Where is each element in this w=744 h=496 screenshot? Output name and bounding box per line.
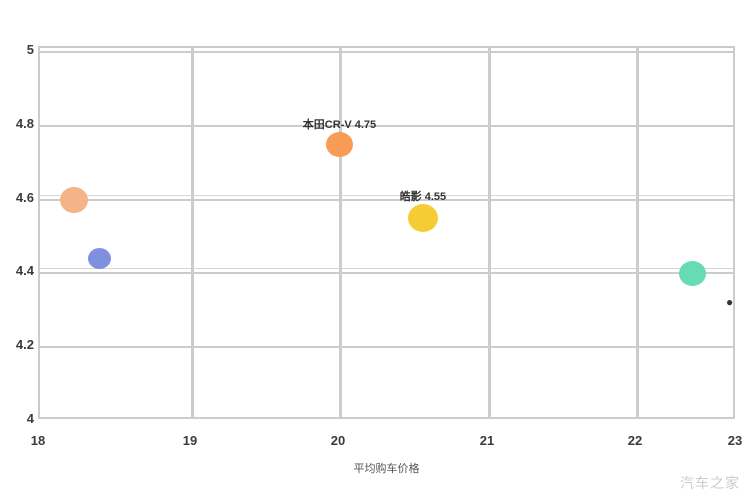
v-gridline-21 bbox=[488, 48, 491, 417]
y-tick-label-4: 4 bbox=[26, 411, 34, 426]
x-tick-label-21: 21 bbox=[479, 433, 495, 448]
bubble-label-2: 本田CR-V 4.75 bbox=[302, 118, 377, 131]
bubble-label-3: 皓影 4.55 bbox=[399, 191, 447, 204]
h-subline-4.6 bbox=[40, 194, 733, 196]
v-gridline-19 bbox=[191, 48, 194, 417]
v-gridline-20 bbox=[339, 48, 342, 417]
bubble-point-4[interactable] bbox=[679, 260, 707, 286]
y-tick-label-4.4: 4.4 bbox=[15, 263, 34, 279]
x-tick-label-20: 20 bbox=[330, 433, 346, 448]
h-gridline-4.6 bbox=[40, 198, 733, 201]
h-gridline-4.4 bbox=[40, 272, 733, 275]
bubble-point-0[interactable] bbox=[60, 186, 89, 213]
x-tick-label-23: 23 bbox=[727, 433, 743, 448]
h-subline-4.4 bbox=[40, 268, 733, 270]
bubble-point-2[interactable] bbox=[325, 131, 353, 157]
y-tick-label-5: 5 bbox=[26, 42, 34, 57]
h-gridline-4.2 bbox=[40, 346, 733, 349]
h-gridline-5 bbox=[40, 51, 733, 53]
h-gridline-4.8 bbox=[40, 124, 733, 127]
watermark-autohome: 汽车之家 bbox=[680, 475, 740, 491]
y-tick-label-4.6: 4.6 bbox=[15, 189, 34, 205]
y-tick-label-4.2: 4.2 bbox=[15, 337, 34, 353]
x-tick-label-18: 18 bbox=[30, 433, 46, 448]
clipped-label-fragment: ● bbox=[726, 295, 733, 309]
v-gridline-22 bbox=[636, 48, 639, 417]
x-tick-label-22: 22 bbox=[627, 433, 643, 448]
x-axis-title: 平均购车价格 bbox=[353, 463, 420, 475]
y-tick-label-4.8: 4.8 bbox=[15, 115, 34, 131]
plot-area: 本田CR-V 4.75 皓影 4.55 ● bbox=[38, 46, 735, 419]
bubble-point-1[interactable] bbox=[88, 248, 112, 270]
bubble-point-3[interactable] bbox=[407, 204, 438, 233]
x-tick-label-19: 19 bbox=[182, 433, 198, 448]
